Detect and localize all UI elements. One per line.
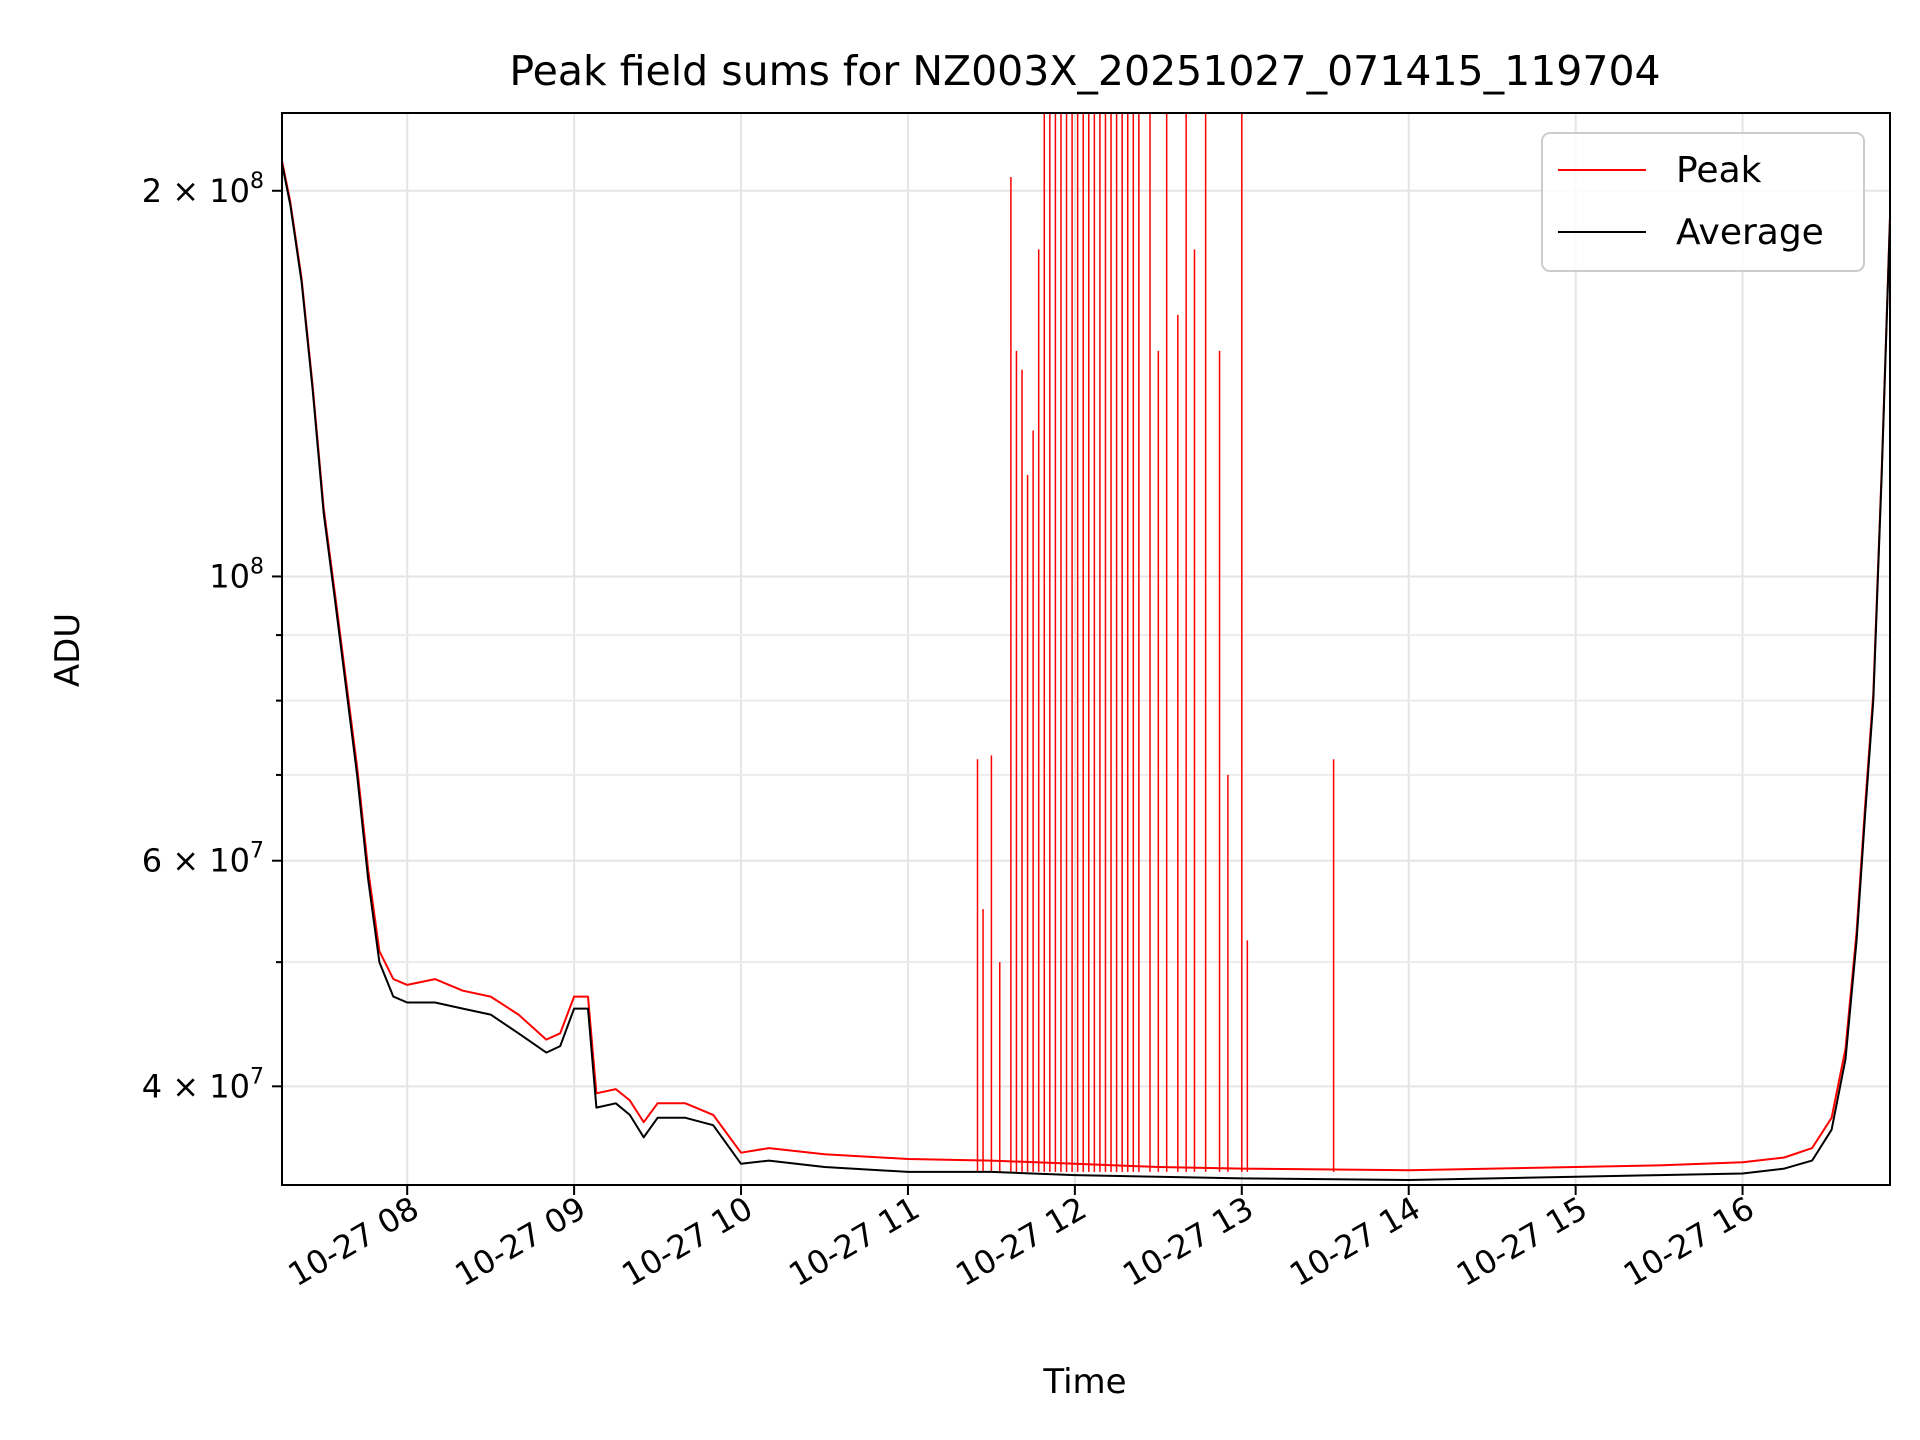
plot-frame xyxy=(281,112,1891,1186)
y-tick-label: 2 × 108 xyxy=(142,169,264,210)
series-line-average xyxy=(282,163,1890,1181)
y-axis: 2 × 108 108 6 × 107 4 × 107 xyxy=(142,169,282,1105)
y-tick-label: 108 xyxy=(209,554,264,595)
series-layer xyxy=(282,113,1890,1181)
legend-label-average: Average xyxy=(1676,212,1824,253)
x-axis-label: Time xyxy=(1042,1362,1126,1402)
y-axis-label: ADU xyxy=(48,613,88,687)
legend-box xyxy=(1541,132,1865,272)
legend-label-peak: Peak xyxy=(1676,150,1762,191)
y-tick-label: 6 × 107 xyxy=(142,839,264,880)
legend: Peak Average xyxy=(1541,132,1865,272)
y-tick-label: 4 × 107 xyxy=(142,1064,264,1105)
chart-title: Peak field sums for NZ003X_20251027_0714… xyxy=(509,47,1660,95)
